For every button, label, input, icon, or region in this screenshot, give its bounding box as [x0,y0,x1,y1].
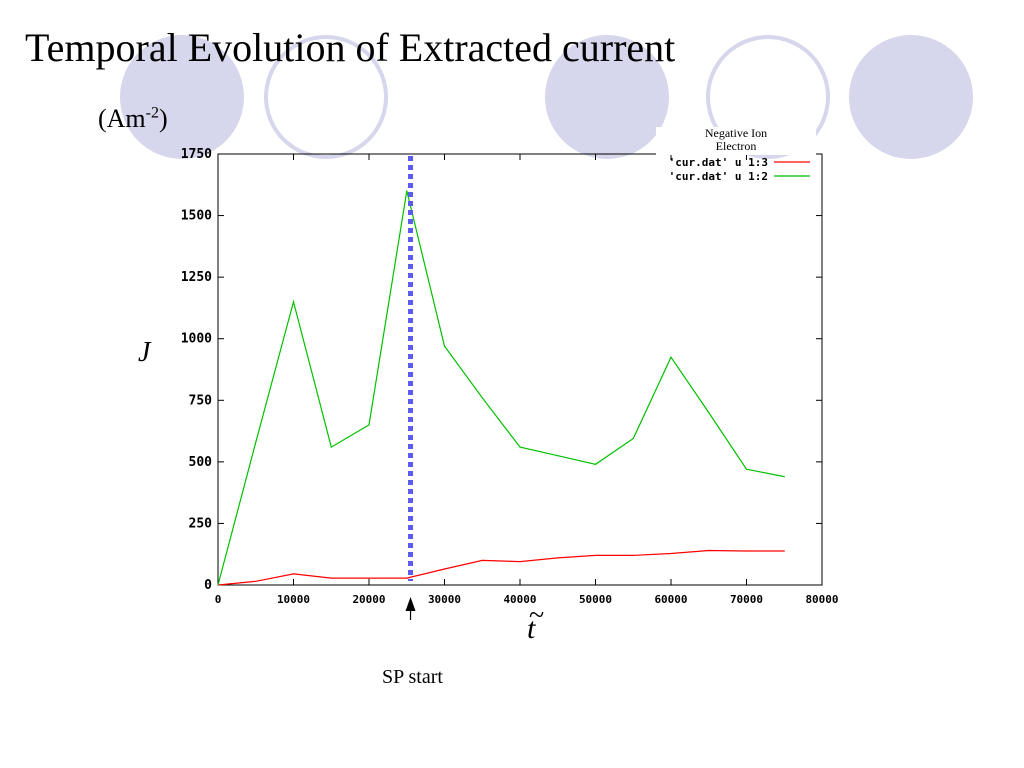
data-point-0 [557,557,559,559]
x-tick-label: 20000 [352,593,385,606]
x-tick-label: 60000 [654,593,687,606]
data-point-0 [481,559,483,561]
data-point-0 [255,580,257,582]
y-tick-label: 250 [189,516,213,531]
data-point-1 [557,455,559,457]
data-point-0 [745,550,748,552]
data-point-1 [745,468,748,470]
data-point-1 [594,463,597,465]
plot-frame [217,153,823,586]
legend-overlay-negative-ion: Negative Ion [704,126,768,140]
x-tick-label: 40000 [503,593,536,606]
data-point-0 [443,568,446,570]
data-point-1 [406,190,408,192]
data-point-0 [594,554,597,557]
y-unit-label: (Am-2) [98,104,168,133]
x-tick-label: 70000 [730,593,763,606]
decor-circle-1 [120,35,244,159]
decor-ring-4 [706,35,830,159]
legend-entry-label: 'cur.dat' u 1:2 [669,170,768,183]
data-point-0 [783,550,785,552]
decor-circle-3 [545,35,669,159]
y-axis-symbol: J [138,337,151,368]
data-point-1 [330,446,332,448]
x-tick-label: 30000 [428,593,461,606]
data-point-1 [670,356,672,358]
data-point-1 [481,397,483,399]
y-tick-label: 1000 [181,332,212,347]
data-point-1 [292,301,295,303]
data-point-0 [368,577,370,579]
legend-overlay: Negative Ion Electron [656,127,816,155]
data-point-0 [708,549,710,552]
data-point-0 [670,552,672,555]
data-point-1 [217,584,219,586]
slide-title: Temporal Evolution of Extracted current [25,25,676,70]
data-point-0 [632,554,634,557]
data-point-1 [443,345,446,347]
y-tick-label: 1750 [181,147,212,162]
series-line-1 [217,190,785,586]
decor-ring-2 [264,35,388,159]
legend-overlay-electron: Electron [715,139,757,153]
x-axis-tilde: ~ [529,600,545,631]
y-tick-label: 1500 [181,209,212,224]
x-tick-label: 50000 [579,593,612,606]
legend-entry-label: 'cur.dat' u 1:3 [669,156,768,169]
series-line-0 [217,549,785,586]
data-point-0 [519,561,521,563]
x-tick-label: 80000 [805,593,838,606]
y-tick-label: 0 [204,578,212,593]
data-point-0 [292,573,295,575]
data-point-1 [368,424,370,426]
x-tick-label: 0 [215,593,222,606]
sp-start-arrow-head [405,597,416,611]
chart-area: 0 250 500 750 1000 1250 1500 1750 0 10000 20000 300… [170,140,860,671]
data-point-1 [632,437,634,440]
x-tick-label: 10000 [277,593,310,606]
data-point-0 [406,577,408,579]
data-point-0 [330,577,332,579]
y-tick-label: 1250 [181,270,212,285]
sp-start-annotation: SP start [382,666,443,688]
decor-circle-5 [849,35,973,159]
y-tick-label: 750 [189,393,213,408]
y-tick-label: 500 [189,455,213,470]
data-point-1 [255,441,257,443]
data-point-1 [708,412,710,414]
data-point-1 [783,476,785,478]
line-chart: 0 250 500 750 1000 1250 1500 1750 0 10000 20000 300… [181,147,839,671]
data-point-1 [519,446,521,448]
x-axis-symbol: ~ t [527,600,545,645]
